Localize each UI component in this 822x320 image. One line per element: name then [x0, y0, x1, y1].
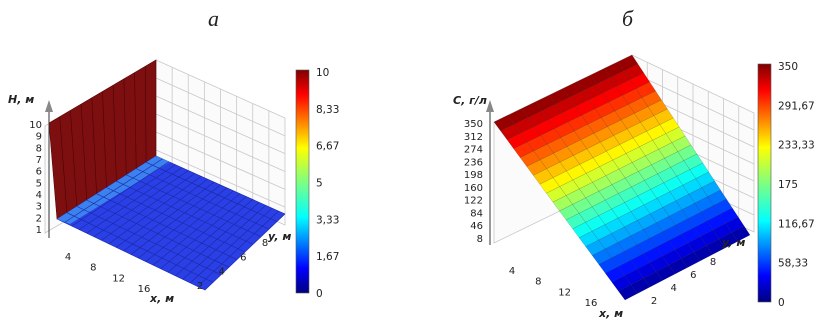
- panel-b-x-title: x, м: [598, 307, 623, 320]
- panel-b-colorbar: [757, 63, 772, 303]
- panel-b-colorbar-tick: 350: [778, 61, 798, 73]
- panel-a-x-title: x, м: [149, 292, 174, 305]
- panel-b-colorbar-tick: 0: [778, 297, 785, 309]
- panel-a-z-title: H, м: [8, 93, 34, 106]
- panel-a-y-title: y, м: [268, 230, 291, 243]
- panel-a-x-tick: 16: [138, 284, 151, 295]
- panel-b-z-tick: 312: [464, 132, 483, 143]
- panel-b-label: б: [622, 6, 634, 31]
- panel-a-colorbar-tick: 6,67: [316, 141, 339, 153]
- panel-a-z-tick: 3: [36, 202, 42, 213]
- panel-a-colorbar-tick: 0: [316, 288, 323, 300]
- panel-a-z-tick: 7: [36, 155, 42, 166]
- panel-b-x-tick: 16: [585, 298, 598, 309]
- panel-a-z-tick: 10: [29, 120, 42, 131]
- panel-b-z-tick: 46: [470, 221, 483, 232]
- panel-a-colorbar: [295, 69, 310, 294]
- panel-b-y-tick: 4: [670, 283, 676, 294]
- panel-b-z-tick: 236: [464, 157, 483, 168]
- panel-b-surface: [493, 54, 751, 301]
- panel-a-z-tick: 6: [36, 167, 42, 178]
- panel-b-x-tick: 8: [535, 277, 541, 288]
- panel-a-x-tick: 4: [65, 252, 71, 263]
- panel-a-z-tick: 1: [36, 225, 42, 236]
- panel-a-y-tick: 6: [240, 252, 246, 263]
- panel-b-y-title: y, м: [722, 236, 745, 249]
- panel-b-z-tick: 84: [470, 208, 483, 219]
- panel-b-colorbar-tick: 233,33: [778, 140, 815, 152]
- panel-a-z-tick: 4: [36, 190, 42, 201]
- panel-b-y-tick: 6: [690, 270, 696, 281]
- panel-a-y-tick: 2: [197, 281, 203, 292]
- panel-b-colorbar-tick: 58,33: [778, 258, 808, 270]
- panel-b-x-tick: 4: [509, 266, 515, 277]
- panel-a-colorbar-tick: 3,33: [316, 214, 339, 226]
- panel-a-colorbar-tick: 8,33: [316, 104, 339, 116]
- panel-a-label: а: [208, 6, 219, 31]
- panel-a-z-tick: 2: [36, 213, 42, 224]
- panel-a-z-arrow: [45, 100, 53, 112]
- panel-a-x-tick: 12: [112, 273, 125, 284]
- panel-b-y-tick: 8: [710, 257, 716, 268]
- panel-a-colorbar-tick: 1,67: [316, 251, 339, 263]
- panel-a-colorbar-tick: 10: [316, 67, 329, 79]
- panel-b-z-tick: 350: [464, 119, 483, 130]
- panel-a-z-tick: 5: [36, 178, 42, 189]
- panel-a-y-tick: 4: [218, 267, 224, 278]
- panel-a-colorbar-tick: 5: [316, 178, 323, 190]
- panel-b-colorbar-tick: 175: [778, 179, 798, 191]
- panel-a-floor-edge: [57, 156, 170, 224]
- panel-b-colorbar-tick: 291,67: [778, 100, 815, 112]
- panel-a-z-tick: 9: [36, 132, 42, 143]
- panel-a-z-tick: 8: [36, 143, 42, 154]
- panel-b-z-tick: 8: [477, 234, 483, 245]
- panel-b-z-arrow: [486, 100, 494, 112]
- panel-b-z-tick: 160: [464, 183, 483, 194]
- panel-b-z-title: C, г/л: [453, 94, 487, 107]
- panel-a-x-tick: 8: [90, 263, 96, 274]
- panel-b-z-tick: 122: [464, 196, 483, 207]
- panel-b-z-tick: 198: [464, 170, 483, 181]
- panel-b-surface-cell: [731, 225, 751, 242]
- panel-b-colorbar-tick: 116,67: [778, 218, 815, 230]
- panel-b-z-tick: 274: [464, 145, 483, 156]
- panel-b-x-tick: 12: [558, 287, 571, 298]
- panel-a-y-tick: 8: [262, 238, 268, 249]
- panel-b-y-tick: 2: [651, 296, 657, 307]
